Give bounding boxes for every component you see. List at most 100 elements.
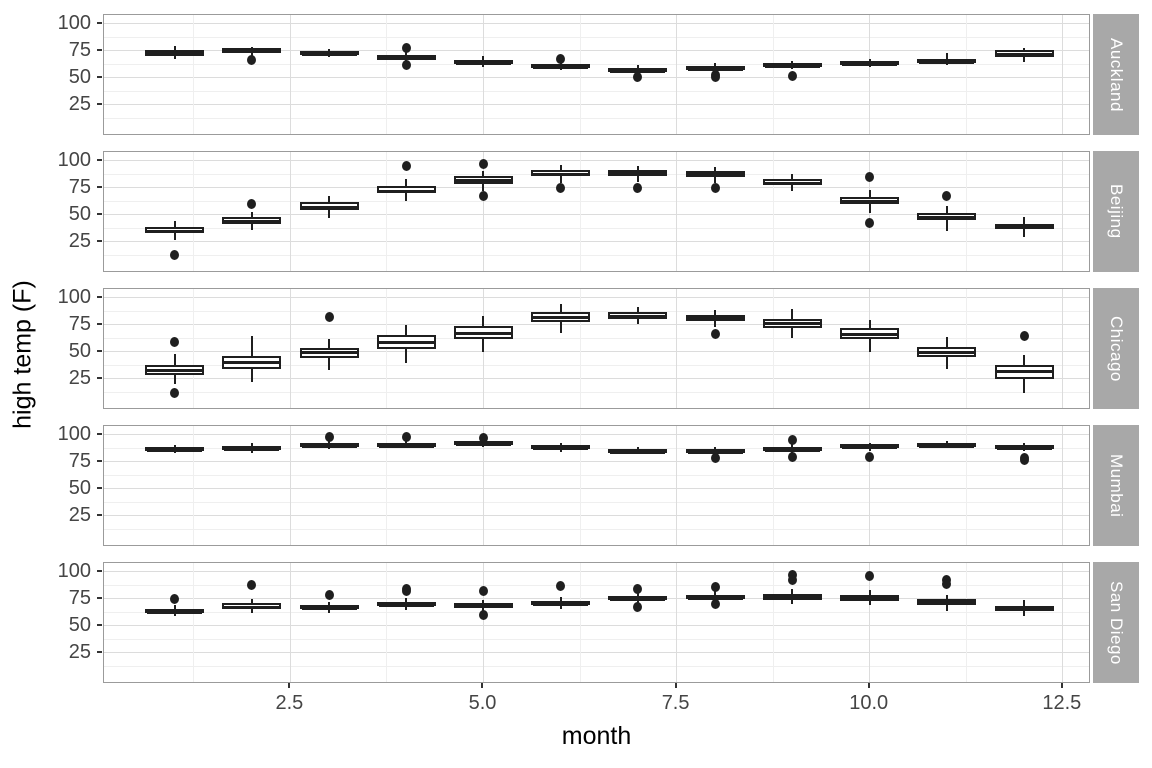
boxplot-box: [994, 49, 1054, 57]
median-line: [687, 67, 743, 71]
y-tick-mark: [97, 158, 102, 161]
median-line: [687, 173, 743, 177]
upper-whisker: [636, 65, 639, 68]
median-line: [996, 369, 1052, 373]
outlier-dot: [324, 312, 334, 323]
upper-whisker: [482, 56, 485, 60]
median-line: [378, 340, 434, 344]
x-tick-mark: [1060, 683, 1063, 688]
outlier-dot: [710, 582, 720, 593]
lower-whisker: [405, 348, 408, 363]
gridline-minor-y: [104, 227, 1089, 229]
gridline-major-y: [104, 598, 1089, 600]
upper-whisker: [405, 179, 408, 186]
lower-whisker: [1023, 611, 1026, 617]
y-tick-mark: [97, 48, 102, 51]
y-tick-label: 50: [68, 613, 91, 636]
upper-whisker: [173, 605, 176, 609]
gridline-major-x: [1062, 426, 1064, 545]
gridline-minor-y: [104, 36, 1089, 38]
median-line: [301, 607, 357, 611]
median-line: [378, 56, 434, 60]
lower-whisker: [559, 176, 562, 183]
boxplot-box: [762, 178, 822, 185]
upper-whisker: [945, 206, 948, 213]
boxplot-box: [299, 443, 359, 449]
gridline-minor-x: [965, 15, 967, 134]
upper-whisker: [405, 324, 408, 335]
facet-panel: [103, 14, 1090, 135]
median-line: [147, 369, 203, 373]
outlier-dot: [247, 579, 257, 590]
gridline-major-x: [676, 289, 678, 408]
median-line: [533, 66, 589, 70]
upper-whisker: [559, 442, 562, 445]
boxplot-box: [762, 446, 822, 452]
lower-whisker: [328, 54, 330, 58]
gridline-minor-y: [104, 117, 1089, 119]
lower-whisker: [559, 604, 562, 609]
gridline-minor-x: [579, 563, 581, 682]
lower-whisker: [328, 209, 330, 219]
upper-whisker: [173, 444, 176, 448]
outlier-dot: [710, 182, 720, 193]
boxplot-box: [994, 444, 1054, 450]
y-tick-label: 75: [68, 312, 91, 335]
median-line: [764, 181, 820, 185]
median-line: [301, 445, 357, 449]
median-line: [533, 602, 589, 606]
lower-whisker: [250, 223, 253, 231]
median-line: [533, 315, 589, 319]
gridline-minor-x: [193, 152, 195, 271]
outlier-dot: [710, 452, 720, 463]
boxplot-box: [917, 598, 977, 605]
gridline-major-y: [104, 378, 1089, 380]
upper-whisker: [636, 166, 639, 170]
median-line: [610, 451, 666, 455]
boxplot-box: [531, 169, 591, 177]
facet-panel: [103, 562, 1090, 683]
gridline-major-y: [104, 434, 1089, 436]
y-tick-mark: [97, 596, 102, 599]
median-line: [996, 446, 1052, 450]
y-tick-mark: [97, 239, 102, 242]
gridline-major-y: [104, 297, 1089, 299]
y-tick-mark: [97, 376, 102, 379]
gridline-minor-x: [965, 563, 967, 682]
median-line: [996, 52, 1052, 56]
upper-whisker: [945, 440, 948, 443]
median-line: [610, 172, 666, 176]
gridline-minor-x: [193, 15, 195, 134]
gridline-minor-y: [104, 173, 1089, 175]
upper-whisker: [636, 446, 639, 450]
x-tick-label: 10.0: [849, 692, 889, 714]
upper-whisker: [250, 46, 253, 49]
median-line: [996, 225, 1052, 229]
y-tick-mark: [97, 349, 102, 352]
upper-whisker: [482, 170, 485, 177]
median-line: [378, 603, 434, 607]
outlier-dot: [401, 432, 411, 443]
upper-whisker: [714, 446, 717, 450]
lower-whisker: [1023, 229, 1026, 237]
gridline-minor-y: [104, 638, 1089, 640]
median-line: [842, 333, 898, 337]
upper-whisker: [250, 598, 253, 604]
gridline-minor-y: [104, 665, 1089, 667]
y-tick-label: 50: [68, 202, 91, 225]
upper-whisker: [791, 308, 794, 319]
boxplot-box: [917, 58, 977, 64]
gridline-minor-x: [965, 426, 967, 545]
upper-whisker: [328, 48, 330, 51]
median-line: [610, 314, 666, 318]
median-line: [224, 447, 280, 451]
outlier-dot: [170, 249, 180, 260]
gridline-major-x: [676, 15, 678, 134]
outlier-dot: [478, 159, 488, 170]
boxplot-box: [840, 594, 900, 601]
lower-whisker: [405, 606, 408, 610]
gridline-major-y: [104, 241, 1089, 243]
upper-whisker: [405, 597, 408, 602]
boxplot-box: [453, 326, 513, 340]
